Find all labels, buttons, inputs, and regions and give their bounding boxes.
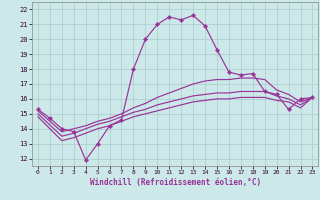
X-axis label: Windchill (Refroidissement éolien,°C): Windchill (Refroidissement éolien,°C)	[90, 178, 261, 187]
